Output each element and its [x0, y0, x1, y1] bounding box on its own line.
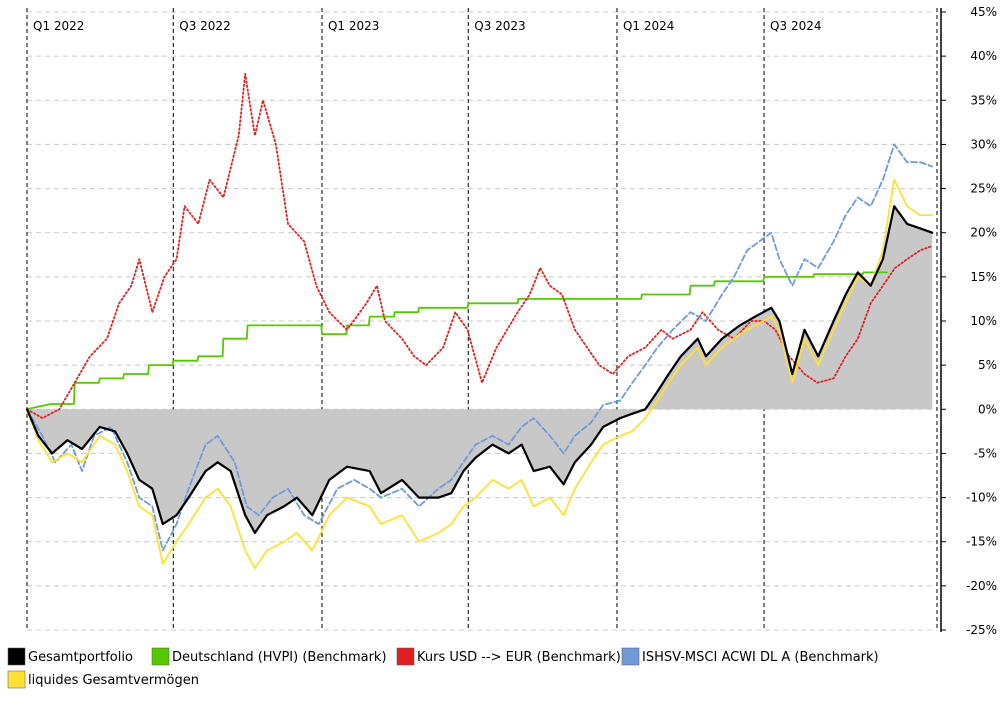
- legend-item-kurs-usd-eur-benchmark[interactable]: Kurs USD --> EUR (Benchmark): [396, 647, 621, 666]
- x-axis-labels: Q1 2022 Q3 2022 Q1 2023 Q3 2023 Q1 2024 Q3 20…: [33, 19, 821, 33]
- legend[interactable]: Gesamtportfolio Deutschland (HVPI) (Bench…: [7, 647, 879, 689]
- legend-label: Gesamtportfolio: [28, 650, 133, 665]
- legend-label: Kurs USD --> EUR (Benchmark): [417, 650, 621, 665]
- legend-item-gesamtportfolio[interactable]: Gesamtportfolio: [7, 647, 133, 666]
- x-tick-label: Q3 2024: [770, 19, 821, 33]
- y-tick-label: -20%: [966, 579, 997, 593]
- series-lines: [25, 72, 934, 570]
- legend-swatch: [7, 670, 26, 689]
- legend-item-liquides-gesamtverm-gen[interactable]: liquides Gesamtvermögen: [7, 670, 199, 689]
- legend-item-ishsv-msci-acwi-dl-a-benchmark[interactable]: ISHSV-MSCI ACWI DL A (Benchmark): [621, 647, 879, 666]
- series-line-liquides-gesamtverm-gen: [26, 178, 934, 570]
- legend-item-deutschland-hvpi-benchmark[interactable]: Deutschland (HVPI) (Benchmark): [151, 647, 387, 666]
- y-tick-label: 5%: [978, 358, 997, 372]
- y-tick-label: 25%: [970, 182, 997, 196]
- y-tick-label: 20%: [970, 226, 997, 240]
- y-tick-label: 45%: [970, 5, 997, 19]
- y-tick-label: 10%: [970, 314, 997, 328]
- x-tick-label: Q1 2022: [33, 19, 84, 33]
- series-line-ishsv-msci-acwi-dl-a-benchmark: [26, 143, 934, 552]
- y-tick-label: -10%: [966, 491, 997, 505]
- x-tick-label: Q3 2022: [179, 19, 230, 33]
- legend-swatch: [621, 647, 640, 666]
- y-tick-label: -25%: [966, 623, 997, 637]
- y-tick-label: 30%: [970, 137, 997, 151]
- y-axis: 45% 40% 35% 30% 25% 20% 15% 10% 5% 0% -5% -10% -15% -…: [940, 5, 997, 637]
- y-tick-label: 15%: [970, 270, 997, 284]
- y-tick-label: -15%: [966, 535, 997, 549]
- gesamtportfolio-fill: [27, 206, 933, 533]
- series-line-deutschland-hvpi-benchmark: [26, 271, 888, 411]
- y-tick-label: 40%: [970, 49, 997, 63]
- legend-label: liquides Gesamtvermögen: [28, 673, 199, 688]
- legend-label: Deutschland (HVPI) (Benchmark): [172, 650, 387, 665]
- y-tick-label: -5%: [974, 446, 997, 460]
- x-tick-label: Q1 2024: [623, 19, 674, 33]
- legend-label: ISHSV-MSCI ACWI DL A (Benchmark): [642, 650, 879, 665]
- legend-swatch: [396, 647, 415, 666]
- y-tick-label: 35%: [970, 93, 997, 107]
- gesamtportfolio-area: [27, 206, 933, 533]
- legend-swatch: [151, 647, 170, 666]
- x-tick-label: Q3 2023: [474, 19, 525, 33]
- grid-lines: [26, 8, 938, 631]
- series-line-kurs-usd-eur-benchmark: [26, 72, 934, 419]
- legend-swatch: [7, 647, 26, 666]
- x-tick-label: Q1 2023: [328, 19, 379, 33]
- series-line-gesamtportfolio: [25, 205, 934, 534]
- y-tick-label: 0%: [978, 402, 997, 416]
